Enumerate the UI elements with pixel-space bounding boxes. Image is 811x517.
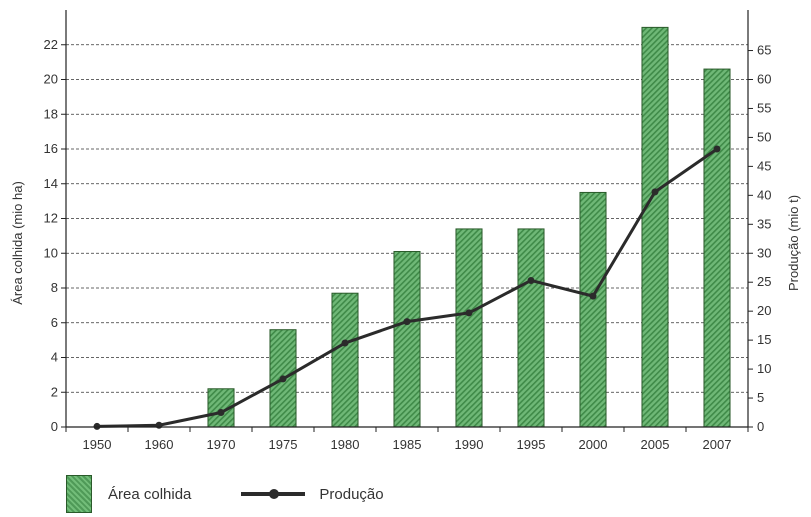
x-tick-label: 2007 bbox=[703, 437, 732, 452]
x-tick-label: 2005 bbox=[641, 437, 670, 452]
legend: Área colhida Produção bbox=[66, 474, 384, 514]
legend-area-label: Área colhida bbox=[108, 485, 192, 503]
y-tick-label: 6 bbox=[51, 315, 58, 330]
point-2005 bbox=[651, 188, 659, 196]
x-tick-label: 1990 bbox=[455, 437, 484, 452]
x-tick-label: 1985 bbox=[393, 437, 422, 452]
x-tick-label: 1950 bbox=[83, 437, 112, 452]
y-tick-label: 18 bbox=[44, 106, 58, 121]
legend-line-swatch bbox=[241, 489, 306, 499]
x-tick-label: 1995 bbox=[517, 437, 546, 452]
y-tick-label: 4 bbox=[51, 350, 58, 365]
point-1970 bbox=[217, 409, 225, 417]
bar-2007 bbox=[703, 68, 731, 428]
point-1960 bbox=[155, 421, 163, 429]
point-1975 bbox=[279, 375, 287, 383]
bar-series bbox=[207, 26, 731, 428]
y2-tick-label: 30 bbox=[757, 245, 771, 260]
point-2000 bbox=[589, 292, 597, 300]
y2-tick-label: 60 bbox=[757, 72, 771, 87]
bar-2005 bbox=[641, 26, 669, 428]
legend-line-marker bbox=[269, 489, 280, 499]
y2-tick-label: 45 bbox=[757, 158, 771, 173]
point-2007 bbox=[713, 145, 721, 153]
y2-tick-label: 10 bbox=[757, 361, 771, 376]
x-tick-label: 1975 bbox=[269, 437, 298, 452]
bar-1990 bbox=[455, 228, 483, 428]
point-1990 bbox=[465, 309, 473, 317]
y2-tick-label: 5 bbox=[757, 390, 764, 405]
y2-axis-title: Produção (mio t) bbox=[786, 195, 801, 291]
y-tick-label: 22 bbox=[44, 37, 58, 52]
y2-tick-label: 20 bbox=[757, 303, 771, 318]
y2-tick-label: 35 bbox=[757, 216, 771, 231]
bar-2000 bbox=[579, 191, 607, 428]
y2-tick-label: 15 bbox=[757, 332, 771, 347]
y2-tick-label: 25 bbox=[757, 274, 771, 289]
bar-1980 bbox=[331, 292, 359, 428]
y-tick-label: 12 bbox=[44, 211, 58, 226]
x-tick-label: 1980 bbox=[331, 437, 360, 452]
point-1985 bbox=[403, 318, 411, 326]
y-tick-label: 0 bbox=[51, 419, 58, 434]
x-tick-label: 1960 bbox=[145, 437, 174, 452]
y-tick-label: 14 bbox=[44, 176, 58, 191]
y2-tick-label: 50 bbox=[757, 129, 771, 144]
x-tick-label: 2000 bbox=[579, 437, 608, 452]
y-tick-label: 16 bbox=[44, 141, 58, 156]
y2-tick-label: 40 bbox=[757, 187, 771, 202]
y2-tick-label: 65 bbox=[757, 43, 771, 58]
y2-tick-label: 0 bbox=[757, 419, 764, 434]
y-tick-label: 8 bbox=[51, 280, 58, 295]
bar-1985 bbox=[393, 251, 421, 428]
axes: 0 2 4 6 8 10 12 14 16 18 20 22 0 5 10 15 20 25 30 35 40 45 50 5… bbox=[44, 10, 771, 452]
y-axis-title: Área colhida (mio ha) bbox=[10, 181, 25, 305]
x-tick-label: 1970 bbox=[207, 437, 236, 452]
legend-production-label: Produção bbox=[319, 485, 384, 503]
y-tick-label: 10 bbox=[44, 245, 58, 260]
point-1980 bbox=[341, 339, 349, 347]
y2-tick-label: 55 bbox=[757, 100, 771, 115]
y-tick-label: 2 bbox=[51, 384, 58, 399]
legend-bar-swatch bbox=[66, 475, 92, 513]
y-tick-label: 20 bbox=[44, 72, 58, 87]
point-1995 bbox=[527, 276, 535, 284]
bar-1995 bbox=[517, 228, 545, 428]
